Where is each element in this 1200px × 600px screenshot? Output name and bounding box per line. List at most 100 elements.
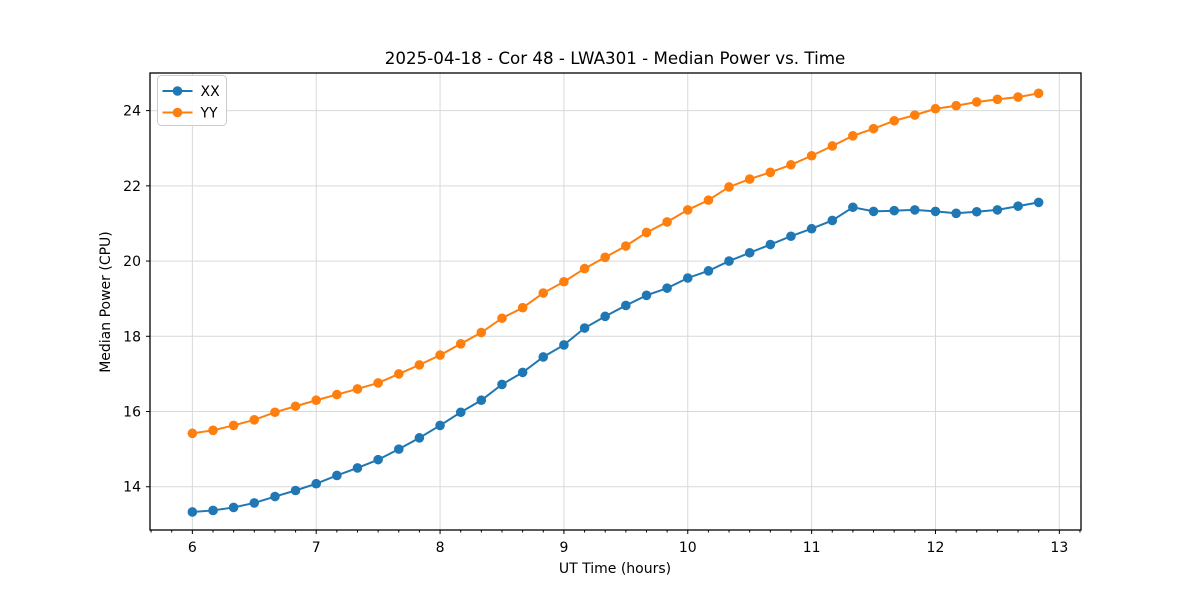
x-tick-label: 13 (1050, 540, 1068, 556)
legend-label: XX (201, 84, 221, 100)
y-tick-label: 20 (123, 254, 141, 270)
data-point-yy (1013, 92, 1023, 102)
data-point-xx (1013, 201, 1023, 211)
x-tick-label: 6 (188, 540, 197, 556)
y-axis-label: Median Power (CPU) (98, 231, 114, 373)
data-point-yy (930, 103, 941, 114)
data-point-xx (724, 256, 734, 266)
y-tick-label: 22 (123, 179, 141, 195)
data-point-yy (848, 131, 858, 141)
data-point-xx (228, 502, 239, 513)
data-point-yy (208, 425, 218, 436)
x-tick-label: 9 (559, 540, 568, 556)
data-point-xx (497, 379, 507, 390)
x-tick-label: 8 (436, 540, 445, 556)
data-point-yy (600, 252, 610, 263)
data-point-xx (703, 266, 714, 276)
data-point-yy (724, 182, 734, 192)
x-tick-label: 11 (803, 540, 821, 556)
data-point-xx (559, 340, 569, 350)
data-point-yy (352, 384, 363, 394)
data-point-xx (848, 202, 858, 213)
data-point-yy (806, 150, 817, 161)
x-tick-label: 10 (679, 540, 697, 556)
data-point-yy (992, 94, 1003, 105)
y-tick-label: 24 (123, 104, 141, 120)
data-point-xx (311, 478, 322, 489)
data-point-yy (765, 167, 776, 178)
data-point-xx (579, 323, 590, 333)
x-tick-label: 12 (927, 540, 945, 556)
data-point-yy (455, 339, 466, 349)
data-point-yy (270, 407, 280, 418)
data-point-xx (930, 206, 941, 217)
data-point-xx (476, 395, 487, 406)
data-point-yy (868, 123, 879, 134)
data-point-yy (744, 174, 755, 184)
data-point-yy (641, 227, 652, 238)
data-point-yy (909, 110, 920, 120)
data-point-xx (806, 223, 817, 234)
legend-label: YY (200, 106, 219, 122)
data-point-xx (270, 491, 280, 502)
data-point-yy (786, 159, 796, 170)
data-point-yy (373, 378, 383, 388)
data-point-yy (951, 100, 961, 111)
data-point-xx (971, 206, 982, 217)
data-point-xx (992, 205, 1003, 215)
data-point-xx (744, 247, 755, 258)
data-point-xx (394, 444, 404, 454)
data-point-xx (662, 283, 672, 293)
data-point-yy (311, 395, 322, 406)
data-point-yy (682, 205, 693, 215)
data-point-yy (394, 369, 404, 379)
data-point-xx (868, 206, 879, 217)
data-point-yy (476, 327, 487, 338)
data-point-yy (827, 141, 838, 151)
data-point-yy (889, 115, 900, 126)
data-point-xx (290, 485, 301, 496)
data-point-xx (1033, 197, 1044, 208)
series-line-xx (192, 201, 1039, 513)
data-point-xx (538, 352, 549, 362)
legend-marker (172, 86, 183, 96)
data-point-yy (1033, 88, 1044, 99)
data-point-xx (889, 205, 900, 216)
data-point-xx (641, 290, 652, 301)
data-point-xx (332, 470, 342, 481)
y-tick-label: 18 (123, 329, 141, 345)
x-tick-label: 7 (312, 540, 321, 556)
data-point-yy (414, 360, 425, 370)
y-tick-label: 16 (123, 405, 141, 421)
data-point-yy (517, 302, 528, 313)
data-point-xx (682, 273, 693, 283)
plot-border (149, 72, 1082, 531)
data-point-xx (909, 205, 920, 215)
data-point-yy (703, 195, 714, 205)
y-tick-label: 14 (123, 480, 141, 496)
data-point-yy (579, 263, 590, 274)
data-point-yy (332, 389, 342, 400)
data-point-xx (786, 231, 796, 242)
data-point-yy (249, 414, 260, 425)
data-point-xx (951, 208, 961, 219)
data-point-yy (187, 428, 198, 439)
data-point-yy (497, 313, 507, 324)
x-axis-label: UT Time (hours) (559, 561, 671, 577)
data-point-xx (435, 420, 445, 431)
data-point-xx (249, 498, 260, 508)
data-point-yy (228, 420, 239, 431)
data-point-xx (765, 239, 776, 250)
data-point-xx (208, 505, 218, 516)
data-point-yy (290, 401, 301, 412)
data-point-xx (600, 311, 610, 322)
series-line-yy (192, 92, 1039, 435)
data-point-xx (827, 215, 838, 226)
data-point-yy (971, 97, 982, 107)
data-point-xx (455, 407, 466, 418)
data-point-yy (435, 350, 445, 360)
chart-title: 2025-04-18 - Cor 48 - LWA301 - Median Po… (385, 48, 846, 68)
data-point-yy (621, 241, 631, 251)
